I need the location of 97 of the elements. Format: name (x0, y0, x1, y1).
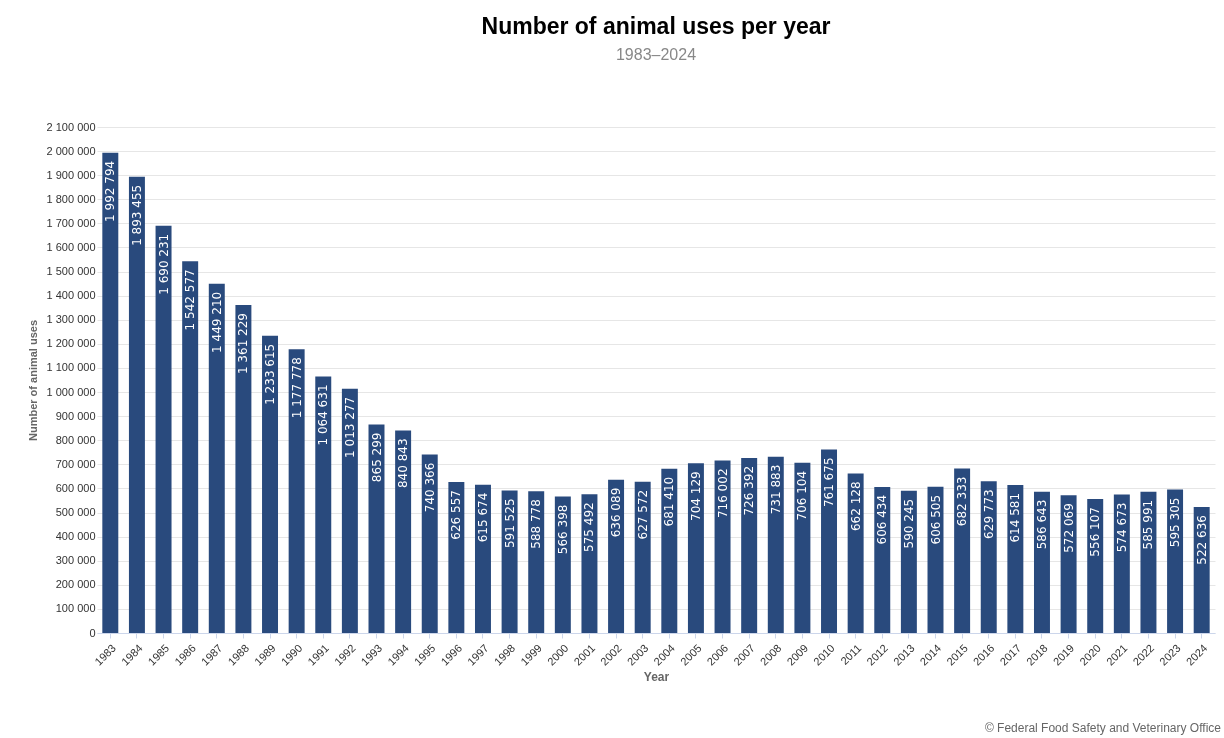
y-tick-label: 1 300 000 (46, 313, 96, 326)
bar (847, 473, 864, 633)
bar (448, 482, 465, 633)
bar (102, 152, 119, 633)
data-label: 627 572 (635, 489, 650, 540)
data-label: 1 690 231 (156, 233, 171, 295)
data-label: 556 107 (1088, 507, 1103, 557)
bar (182, 261, 199, 633)
y-tick-label: 500 000 (55, 506, 96, 519)
data-label: 626 557 (449, 490, 464, 540)
x-axis-title: Year (643, 669, 670, 684)
data-label: 615 674 (475, 492, 490, 543)
y-tick-label: 1 100 000 (46, 361, 96, 374)
y-axis-title: Number of animal uses (26, 319, 39, 442)
bar (661, 468, 678, 633)
data-label: 740 366 (422, 462, 437, 513)
bar (128, 176, 145, 633)
data-label: 681 410 (662, 476, 677, 527)
data-label: 1 992 794 (103, 160, 118, 222)
data-label: 614 581 (1008, 492, 1023, 543)
data-label: 704 129 (688, 471, 703, 521)
y-tick-label: 300 000 (55, 554, 96, 567)
data-label: 566 398 (555, 504, 570, 555)
bar (980, 481, 997, 633)
data-label: 591 525 (502, 498, 517, 549)
data-label: 761 675 (822, 457, 837, 508)
bar (821, 449, 838, 633)
y-tick-label: 400 000 (55, 530, 96, 543)
bar (208, 283, 225, 633)
y-tick-label: 1 900 000 (46, 168, 96, 181)
data-label: 636 089 (609, 487, 624, 538)
data-label: 574 673 (1114, 502, 1129, 553)
data-label: 575 492 (582, 502, 597, 552)
data-label: 586 643 (1034, 499, 1049, 550)
bar (794, 462, 811, 633)
data-label: 682 333 (955, 476, 970, 527)
bar (262, 335, 279, 633)
data-label: 590 245 (901, 498, 916, 549)
data-label: 588 778 (529, 499, 544, 549)
data-label: 865 299 (369, 432, 384, 483)
y-tick-label: 0 (89, 626, 96, 639)
y-tick-label: 1 800 000 (46, 192, 96, 205)
y-tick-label: 1 200 000 (46, 337, 96, 350)
data-label: 572 069 (1061, 503, 1076, 553)
data-label: 606 505 (928, 494, 943, 545)
y-tick-label: 2 000 000 (46, 144, 96, 157)
data-label: 731 883 (768, 464, 783, 515)
data-label: 1 013 277 (342, 396, 357, 458)
y-tick-label: 1 500 000 (46, 265, 96, 278)
data-label: 662 128 (848, 481, 863, 532)
bar (421, 454, 438, 633)
data-label: 595 305 (1168, 497, 1183, 548)
data-label: 840 843 (396, 438, 411, 489)
bar (395, 430, 412, 633)
y-tick-label: 700 000 (55, 457, 96, 470)
bar (288, 349, 305, 633)
data-label: 522 636 (1194, 515, 1209, 565)
y-tick-label: 800 000 (55, 433, 96, 446)
bar (155, 225, 172, 633)
data-label: 606 434 (875, 494, 890, 545)
y-tick-label: 2 100 000 (46, 120, 96, 133)
y-tick-label: 1 000 000 (46, 385, 96, 398)
bar (1113, 494, 1130, 633)
data-label: 1 177 778 (289, 357, 304, 419)
y-tick-label: 200 000 (55, 578, 96, 591)
data-label: 1 542 577 (183, 269, 198, 331)
text: © Federal Food Safety and Veterinary Office (984, 721, 1222, 735)
data-label: 585 991 (1141, 499, 1156, 550)
data-label: 706 104 (795, 470, 810, 521)
data-label: 1 064 631 (316, 384, 331, 446)
bar (714, 460, 731, 633)
data-label: 1 893 455 (129, 184, 144, 246)
bar (474, 484, 491, 633)
bar (687, 463, 704, 633)
chart-title: Number of animal uses per year (481, 13, 831, 39)
bar (501, 490, 518, 633)
bar (315, 376, 332, 633)
y-tick-label: 600 000 (55, 481, 96, 494)
bar (954, 468, 971, 633)
data-label: 726 392 (742, 465, 757, 516)
bar (341, 388, 358, 633)
data-label: 716 002 (715, 468, 730, 519)
chart-subtitle: 1983–2024 (615, 46, 697, 63)
y-tick-label: 1 400 000 (46, 289, 96, 302)
bar (1007, 484, 1024, 633)
bar (235, 305, 252, 633)
data-label: 1 449 210 (209, 291, 224, 353)
bar (767, 456, 784, 633)
y-tick-label: 1 600 000 (46, 240, 96, 253)
y-tick-label: 1 700 000 (46, 216, 96, 229)
bar (741, 457, 758, 633)
y-tick-label: 900 000 (55, 409, 96, 422)
data-label: 1 361 229 (236, 313, 251, 375)
data-label: 1 233 615 (263, 343, 278, 405)
data-label: 629 773 (981, 489, 996, 539)
y-tick-label: 100 000 (55, 602, 96, 615)
bar (634, 481, 651, 633)
